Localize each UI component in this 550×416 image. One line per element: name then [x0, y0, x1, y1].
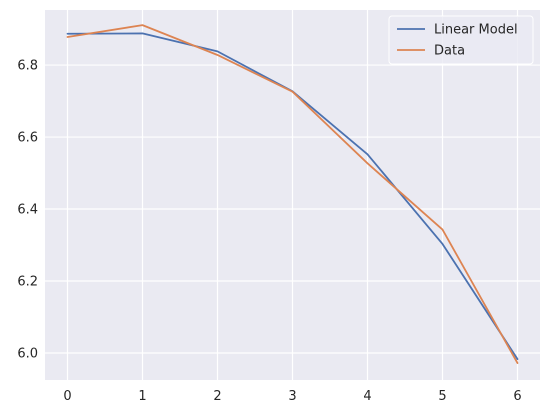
x-tick-label: 0: [63, 389, 71, 404]
x-tick-label: 2: [213, 389, 221, 404]
series-lines: [66, 24, 519, 364]
legend-label: Linear Model: [434, 23, 518, 38]
x-tick-label: 4: [363, 389, 371, 404]
x-tick-label: 5: [438, 389, 446, 404]
y-tick-label: 6.4: [17, 203, 38, 218]
grid: [45, 10, 540, 380]
y-tick-label: 6.6: [17, 131, 38, 146]
legend-box: [388, 15, 534, 65]
y-tick-label: 6.0: [17, 347, 38, 362]
x-tick-label: 6: [513, 389, 521, 404]
y-tick-label: 6.2: [17, 275, 38, 290]
legend-label: Data: [434, 44, 465, 59]
x-tick-label: 1: [138, 389, 146, 404]
series-line-data: [66, 24, 519, 364]
legend: Linear Model Data: [388, 15, 534, 65]
y-tick-label: 6.8: [17, 59, 38, 74]
tick-labels: 0 1 2 3 4 5 6 6.0 6.2 6.4 6.6 6.8: [17, 59, 521, 404]
x-tick-label: 3: [288, 389, 296, 404]
